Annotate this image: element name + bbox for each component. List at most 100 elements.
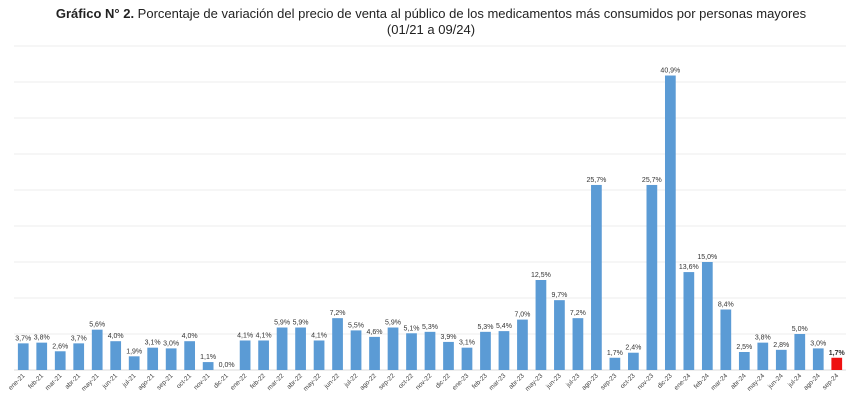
tick-label-nov-22: nov-22 <box>414 372 433 391</box>
data-label-feb-23: 5,3% <box>477 324 493 331</box>
bar-sep-22 <box>387 327 399 370</box>
bars <box>17 75 843 371</box>
bar-may-22 <box>313 340 325 370</box>
chart-title-bold: Gráfico N° 2. <box>55 6 135 21</box>
tick-label-jul-24: jul-24 <box>786 372 803 389</box>
bar-ene-22 <box>239 340 251 370</box>
data-label-sep-21: 3,0% <box>163 340 179 347</box>
tick-label-ene-22: ene-22 <box>229 372 249 392</box>
bar-ene-23 <box>461 347 473 370</box>
tick-label-ago-23: ago-23 <box>581 372 601 392</box>
chart-subtitle: (01/21 a 09/24) <box>386 22 476 37</box>
data-label-oct-23: 2,4% <box>625 345 641 352</box>
tick-label-may-23: may-23 <box>524 372 545 393</box>
data-label-jun-24: 2,8% <box>773 342 789 349</box>
tick-label-jun-24: jun-24 <box>766 372 785 391</box>
data-label-sep-24: 1,7% <box>829 350 846 357</box>
data-label-sep-22: 5,9% <box>385 320 401 327</box>
tick-label-may-21: may-21 <box>80 372 101 393</box>
bar-ago-24 <box>812 348 824 370</box>
tick-label-mar-21: mar-21 <box>44 372 64 392</box>
data-label-feb-22: 4,1% <box>256 332 272 339</box>
bar-ago-21 <box>147 347 159 370</box>
bar-jul-22 <box>350 330 362 370</box>
data-label-sep-23: 1,7% <box>607 350 623 357</box>
bar-mar-24 <box>720 309 732 370</box>
data-labels: 3,7% 3,8%2,6%3,7%5,6%4,0%1,9%3,1% 3,0%4,0%… <box>15 68 845 369</box>
data-label-ene-23: 3,1% <box>459 340 475 347</box>
tick-label-jun-23: jun-23 <box>544 372 563 391</box>
bar-sep-23 <box>609 357 621 370</box>
tick-label-feb-22: feb-22 <box>249 372 267 390</box>
tick-label-dic-22: dic-22 <box>434 372 452 390</box>
data-label-nov-22: 5,3% <box>422 324 438 331</box>
tick-label-ene-24: ene-24 <box>673 372 693 392</box>
chart-title-text: Porcentaje de variación del precio de ve… <box>134 6 807 21</box>
bar-sep-21 <box>165 348 177 370</box>
tick-label-ago-24: ago-24 <box>802 372 822 392</box>
bar-ago-22 <box>369 336 380 370</box>
bar-may-23 <box>535 280 547 370</box>
data-label-jul-21: 1,9% <box>126 348 142 355</box>
bar-mar-23 <box>498 331 510 370</box>
data-label-ago-23: 25,7% <box>586 177 606 184</box>
tick-label-mar-23: mar-23 <box>488 372 508 392</box>
chart-title: Gráfico N° 2. Porcentaje de variación de… <box>0 6 862 38</box>
tick-label-dic-21: dic-21 <box>213 372 231 390</box>
bar-mar-21 <box>54 351 66 370</box>
bar-jun-21 <box>110 341 122 370</box>
data-label-nov-21: 1,1% <box>200 354 216 361</box>
tick-label-oct-21: oct-21 <box>175 372 193 390</box>
tick-label-nov-21: nov-21 <box>193 372 212 391</box>
data-label-ago-21: 3,1% <box>145 340 161 347</box>
bar-may-24 <box>757 342 769 370</box>
bar-oct-22 <box>406 333 417 370</box>
data-label-ene-22: 4,1% <box>237 332 253 339</box>
bar-feb-22 <box>258 340 269 370</box>
tick-label-may-22: may-22 <box>302 372 323 393</box>
tick-label-jul-21: jul-21 <box>121 372 138 389</box>
data-label-ene-21: 3,7% <box>15 335 31 342</box>
data-label-jun-22: 7,2% <box>330 310 346 317</box>
bar-jun-24 <box>775 349 787 370</box>
tick-label-jun-21: jun-21 <box>101 372 120 391</box>
bar-oct-21 <box>184 341 196 370</box>
data-label-ene-24: 13,6% <box>679 264 699 271</box>
bar-nov-21 <box>202 362 214 370</box>
data-label-abr-24: 2,5% <box>736 344 752 351</box>
bar-abr-22 <box>295 327 306 370</box>
data-label-mar-24: 8,4% <box>718 302 734 309</box>
bar-sep-24 <box>831 357 843 370</box>
data-label-jun-21: 4,0% <box>108 333 124 340</box>
bar-feb-24 <box>701 262 713 370</box>
bar-jul-24 <box>794 334 806 370</box>
bar-ene-24 <box>683 272 695 370</box>
data-label-jun-23: 9,7% <box>551 292 567 299</box>
bar-oct-23 <box>628 352 639 370</box>
data-label-jul-23: 7,2% <box>570 310 586 317</box>
data-label-may-22: 4,1% <box>311 332 327 339</box>
tick-label-dic-23: dic-23 <box>656 372 674 390</box>
tick-label-jul-23: jul-23 <box>564 372 581 389</box>
tick-label-oct-22: oct-22 <box>397 372 415 390</box>
data-label-dic-23: 40,9% <box>660 68 680 75</box>
bar-nov-22 <box>424 331 436 370</box>
tick-label-nov-23: nov-23 <box>636 372 655 391</box>
bar-feb-21 <box>36 342 48 370</box>
data-label-may-24: 3,8% <box>755 335 771 342</box>
bar-nov-23 <box>646 184 658 370</box>
tick-label-ene-21: ene-21 <box>7 372 27 392</box>
data-label-mar-22: 5,9% <box>274 320 290 327</box>
tick-label-mar-22: mar-22 <box>266 372 286 392</box>
data-label-dic-22: 3,9% <box>441 334 457 341</box>
data-label-dic-21: 0,0% <box>219 362 235 369</box>
tick-label-sep-21: sep-21 <box>156 372 175 391</box>
data-label-mar-21: 2,6% <box>52 343 68 350</box>
data-label-ago-24: 3,0% <box>810 340 826 347</box>
tick-label-sep-23: sep-23 <box>599 372 618 391</box>
tick-label-sep-24: sep-24 <box>821 372 840 391</box>
tick-label-feb-21: feb-21 <box>27 372 45 390</box>
bar-jun-23 <box>554 300 565 370</box>
data-label-jul-22: 5,5% <box>348 322 364 329</box>
